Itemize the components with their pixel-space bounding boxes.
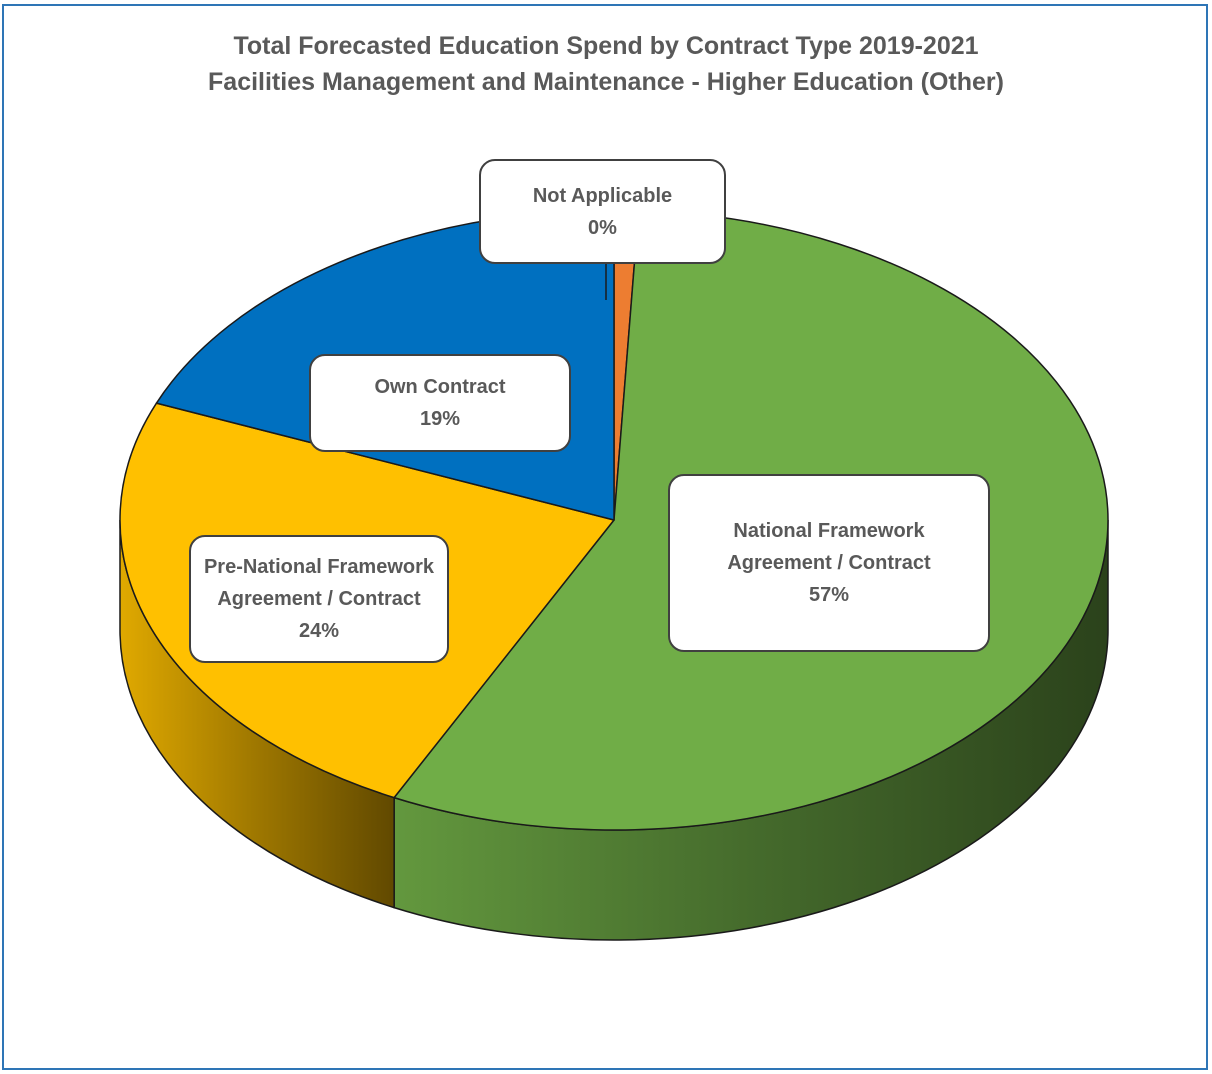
chart-title: Total Forecasted Education Spend by Cont… (233, 32, 979, 60)
data-label-text: National Framework (733, 520, 925, 542)
data-label-percent: 24% (298, 620, 340, 642)
chart-subtitle: Facilities Management and Maintenance - … (208, 68, 1004, 96)
data-label-text: Agreement / Contract (727, 552, 931, 574)
data-label-percent: 57% (808, 584, 850, 606)
data-label-own-contract: Own Contract 19% (309, 354, 571, 452)
data-label-percent: 19% (419, 408, 461, 430)
chart-title-block: Total Forecasted Education Spend by Cont… (0, 28, 1212, 100)
data-label-text: Not Applicable (532, 184, 673, 207)
data-label-percent: 0% (588, 216, 617, 239)
data-label-pre-national: Pre-National Framework Agreement / Contra… (189, 535, 449, 663)
data-label-text: Own Contract (374, 376, 506, 398)
data-label-national: National Framework Agreement / Contract 57… (668, 474, 990, 652)
data-label-not-applicable: Not Applicable 0% (479, 159, 726, 264)
data-label-text: Pre-National Framework (203, 556, 435, 578)
data-label-text: Agreement / Contract (217, 588, 421, 610)
